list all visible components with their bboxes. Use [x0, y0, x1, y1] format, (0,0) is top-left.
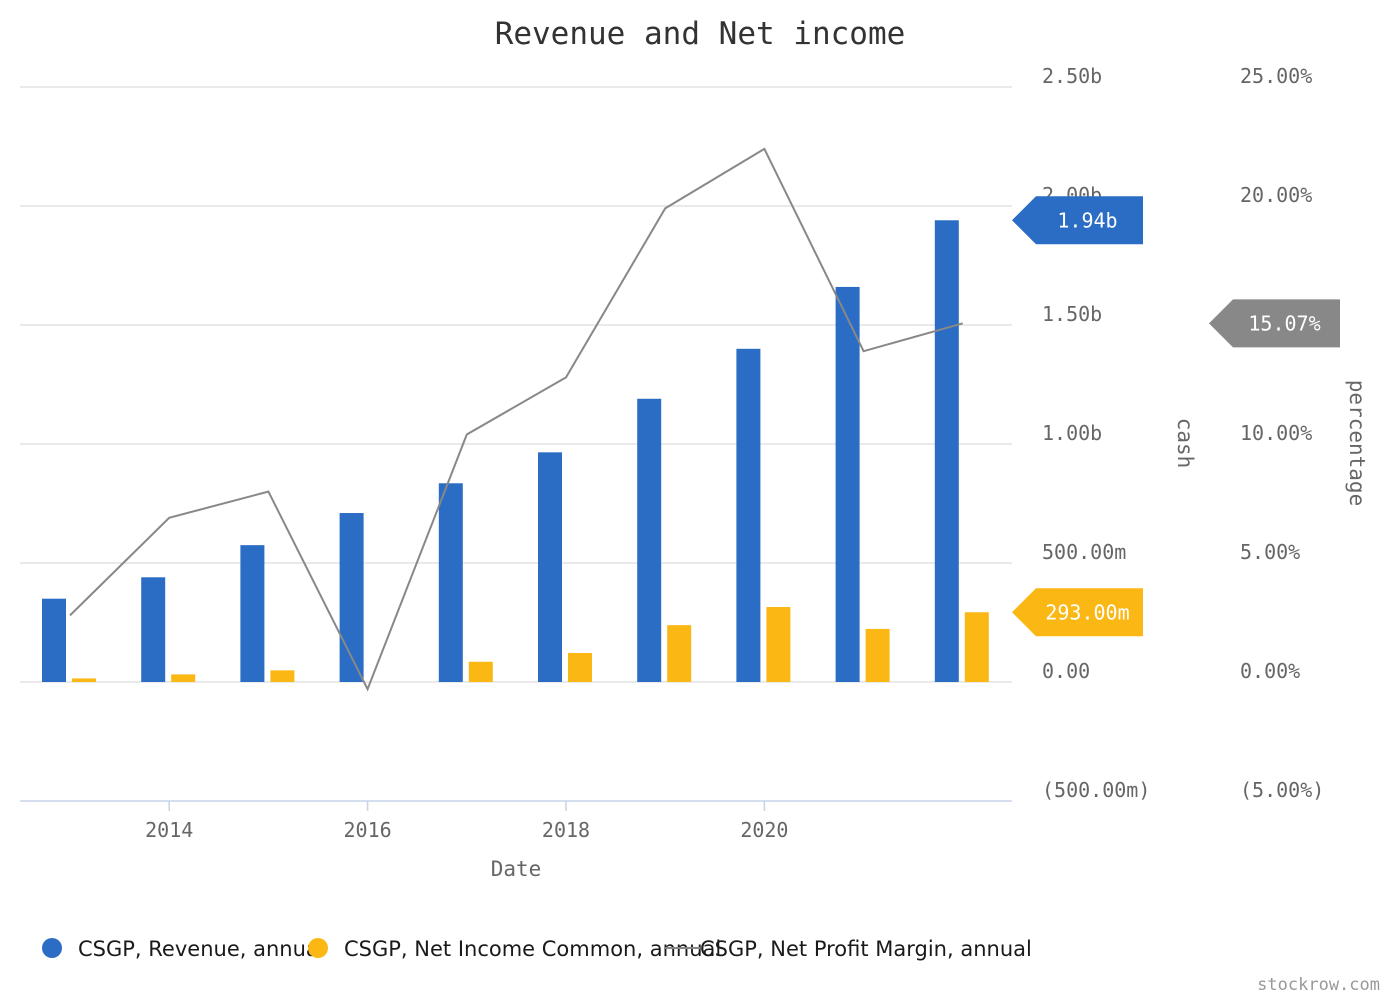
- net-income-bar: [964, 612, 989, 682]
- percentage-tick-label: 20.00%: [1240, 183, 1312, 207]
- revenue-bar: [538, 452, 562, 682]
- net-income-bar: [468, 661, 493, 682]
- cash-tick-label: (500.00m): [1042, 778, 1150, 802]
- revenue-bar: [141, 577, 166, 682]
- revenue-bar: [637, 398, 662, 682]
- legend-marker-circle: [42, 938, 62, 958]
- net-income-bar: [568, 652, 592, 682]
- last-value-flags: 1.94b 293.00m 15.07%: [1012, 196, 1340, 637]
- cash-tick-label: 500.00m: [1042, 540, 1126, 564]
- x-tick-label: 2016: [344, 818, 392, 842]
- percentage-tick-label: 10.00%: [1240, 421, 1312, 445]
- revenue-bar: [736, 348, 761, 682]
- net-income-bar: [270, 670, 295, 682]
- x-tick-label: 2020: [740, 818, 788, 842]
- net-income-last-value-flag-label: 293.00m: [1045, 600, 1129, 624]
- net-income-bar: [766, 607, 791, 682]
- percentage-tick-label: 25.00%: [1240, 64, 1312, 88]
- x-tick-label: 2018: [542, 818, 590, 842]
- bars-layer: [42, 220, 989, 683]
- credit-text: stockrow.com: [1257, 975, 1380, 995]
- net-income-last-value-flag: [1012, 588, 1143, 637]
- revenue-bar: [339, 513, 364, 682]
- legend-marker-circle: [308, 938, 328, 958]
- percentage-axis-title: percentage: [1345, 380, 1369, 506]
- margin-last-value-flag-label: 15.07%: [1248, 311, 1320, 335]
- revenue-bar: [934, 220, 959, 682]
- legend-item-label[interactable]: CSGP, Net Profit Margin, annual: [700, 937, 1032, 961]
- cash-tick-label: 0.00: [1042, 659, 1090, 683]
- percentage-tick-label: (5.00%): [1240, 778, 1324, 802]
- gridlines: [20, 86, 1012, 683]
- revenue-last-value-flag-label: 1.94b: [1057, 208, 1117, 232]
- net-income-bar: [865, 628, 890, 682]
- cash-tick-label: 1.50b: [1042, 302, 1102, 326]
- cash-axis-title: cash: [1173, 418, 1197, 469]
- legend-item-label[interactable]: CSGP, Net Income Common, annual: [344, 937, 721, 961]
- x-tick-label: 2014: [145, 818, 193, 842]
- margin-line-layer: [69, 147, 964, 692]
- revenue-bar: [42, 598, 66, 682]
- percentage-tick-label: 5.00%: [1240, 540, 1300, 564]
- revenue-bar: [835, 286, 860, 682]
- legend[interactable]: CSGP, Revenue, annual CSGP, Net Income Co…: [42, 937, 1032, 961]
- net-income-bar: [171, 674, 196, 682]
- percentage-tick-label: 0.00%: [1240, 659, 1300, 683]
- net-income-bar: [72, 678, 96, 682]
- legend-item-label[interactable]: CSGP, Revenue, annual: [78, 937, 325, 961]
- revenue-last-value-flag: [1012, 196, 1143, 245]
- cash-tick-label: 2.50b: [1042, 64, 1102, 88]
- chart-title: Revenue and Net income: [495, 16, 906, 52]
- x-axis-ticks: 2014 2016 2018 2020: [145, 801, 788, 842]
- margin-last-value-flag: [1209, 299, 1340, 348]
- net-profit-margin-line: [69, 147, 964, 692]
- net-income-bar: [667, 625, 692, 682]
- percentage-axis-ticks: 25.00%20.00%15.00%10.00%5.00%0.00%(5.00%…: [1240, 64, 1324, 802]
- cash-tick-label: 1.00b: [1042, 421, 1102, 445]
- revenue-bar: [240, 545, 265, 682]
- x-axis-title: Date: [491, 857, 542, 881]
- revenue-bar: [438, 483, 463, 682]
